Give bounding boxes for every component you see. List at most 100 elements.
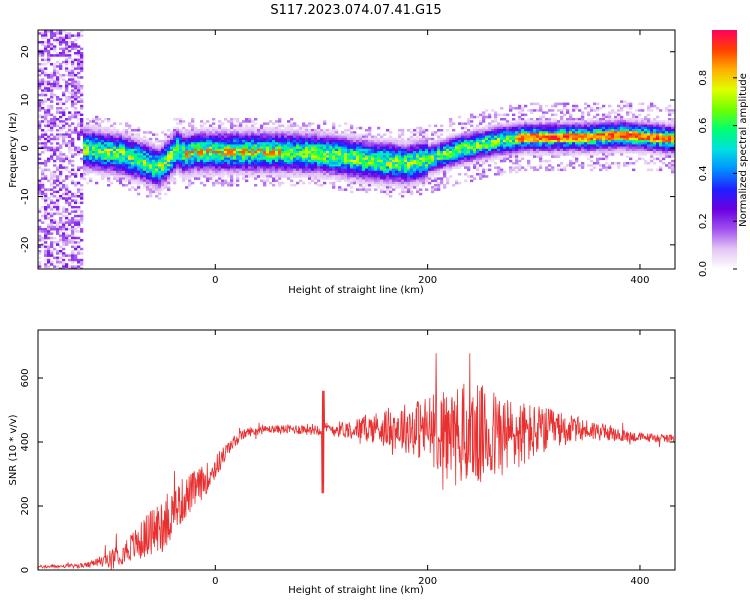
spectrogram-cell bbox=[176, 166, 180, 169]
spectrogram-cell bbox=[80, 221, 84, 224]
spectrogram-cell bbox=[362, 188, 366, 191]
spectrogram-cell bbox=[575, 157, 579, 161]
spectrogram-cell bbox=[68, 54, 72, 57]
spectrogram-cell bbox=[491, 135, 495, 139]
spectrogram-cell bbox=[587, 120, 591, 123]
spectrogram-cell bbox=[38, 153, 42, 156]
spectrogram-cell bbox=[317, 155, 321, 158]
spectrogram-cell bbox=[281, 166, 285, 169]
spectrogram-cell bbox=[263, 137, 267, 141]
spectrogram-cell bbox=[530, 133, 534, 136]
spectrogram-cell bbox=[215, 179, 219, 183]
spectrogram-cell bbox=[80, 258, 84, 262]
spectrogram-cell bbox=[41, 43, 45, 46]
spectrogram-cell bbox=[527, 144, 531, 147]
spectrogram-cell bbox=[263, 166, 267, 169]
spectrogram-cell bbox=[236, 120, 240, 123]
spectrogram-cell bbox=[350, 175, 354, 178]
spectrogram-cell bbox=[317, 175, 321, 178]
spectrogram-cell bbox=[464, 122, 468, 125]
spectrogram-cell bbox=[344, 129, 348, 132]
spectrogram-cell bbox=[410, 166, 414, 169]
spectrogram-cell bbox=[50, 122, 54, 125]
spectrogram-cell bbox=[332, 166, 336, 169]
spectrogram-cell bbox=[119, 148, 123, 152]
spectrogram-cell bbox=[113, 159, 117, 163]
spectrogram-cell bbox=[80, 122, 84, 125]
spectrogram-cell bbox=[485, 153, 489, 156]
spectrogram-cell bbox=[335, 157, 339, 161]
spectrogram-cell bbox=[158, 186, 162, 189]
spectrogram-cell bbox=[44, 265, 48, 268]
spectrogram-cell bbox=[119, 142, 123, 145]
spectrogram-cell bbox=[275, 126, 279, 130]
spectrogram-cell bbox=[200, 146, 204, 150]
spectrogram-cell bbox=[179, 157, 183, 161]
spectrogram-cell bbox=[425, 181, 429, 185]
spectrogram-cell bbox=[371, 170, 375, 174]
spectrogram-cell bbox=[149, 144, 153, 147]
spectrogram-cell bbox=[302, 155, 306, 158]
spectrogram-cell bbox=[431, 133, 435, 136]
spectrogram-cell bbox=[83, 140, 87, 143]
spectrogram-cell bbox=[125, 164, 129, 167]
spectrogram-cell bbox=[266, 126, 270, 130]
spectrogram-cell bbox=[530, 124, 534, 128]
spectrogram-cell bbox=[134, 175, 138, 178]
spectrogram-cell bbox=[233, 124, 237, 128]
spectrogram-cell bbox=[206, 164, 210, 167]
spectrogram-cell bbox=[470, 133, 474, 136]
spectrogram-cell bbox=[74, 131, 78, 134]
spectrogram-cell bbox=[203, 133, 207, 136]
spectrogram-cell bbox=[122, 173, 126, 176]
spectrogram-cell bbox=[452, 144, 456, 147]
spectrogram-cell bbox=[200, 166, 204, 169]
spectrogram-cell bbox=[473, 144, 477, 147]
spectrogram-cell bbox=[338, 168, 342, 172]
spectrogram-cell bbox=[569, 113, 573, 117]
spectrogram-cell bbox=[56, 96, 60, 99]
spectrogram-cell bbox=[167, 144, 171, 147]
spectrogram-cell bbox=[407, 148, 411, 152]
spectrogram-cell bbox=[581, 122, 585, 125]
spectrogram-cell bbox=[242, 168, 246, 172]
spectrogram-cell bbox=[191, 159, 195, 163]
spectrogram-cell bbox=[578, 140, 582, 143]
spectrogram-cell bbox=[203, 144, 207, 147]
spectrogram-cell bbox=[113, 142, 117, 145]
spectrogram-cell bbox=[236, 173, 240, 176]
spectrogram-cell bbox=[158, 140, 162, 143]
spectrogram-cell bbox=[200, 124, 204, 128]
spectrogram-cell bbox=[521, 148, 525, 152]
spectrogram-cell bbox=[524, 126, 528, 130]
spectrogram-cell bbox=[197, 133, 201, 136]
spectrogram-cell bbox=[239, 164, 243, 167]
spectrogram-cell bbox=[251, 131, 255, 134]
spectrogram-cell bbox=[389, 151, 393, 154]
spectrogram-cell bbox=[356, 162, 360, 165]
spectrogram-cell bbox=[101, 129, 105, 132]
spectrogram-cell bbox=[269, 162, 273, 165]
spectrogram-cell bbox=[566, 126, 570, 130]
spectrogram-cell bbox=[176, 159, 180, 163]
spectrogram-cell bbox=[461, 146, 465, 150]
spectrogram-cell bbox=[74, 258, 78, 262]
spectrogram-cell bbox=[392, 140, 396, 143]
spectrogram-cell bbox=[119, 122, 123, 125]
spectrogram-cell bbox=[452, 129, 456, 132]
spectrogram-cell bbox=[95, 126, 99, 130]
spectrogram-cell bbox=[392, 151, 396, 154]
spectrogram-cell bbox=[239, 168, 243, 172]
spectrogram-cell bbox=[497, 137, 501, 141]
spectrogram-cell bbox=[164, 184, 168, 187]
spectrogram-cell bbox=[122, 164, 126, 167]
spectrogram-cell bbox=[281, 146, 285, 150]
spectrogram-cell bbox=[221, 151, 225, 154]
spectrogram-cell bbox=[59, 111, 63, 114]
spectrogram-cell bbox=[530, 148, 534, 152]
spectrogram-cell bbox=[434, 146, 438, 150]
spectrogram-cell bbox=[155, 144, 159, 147]
spectrogram-cell bbox=[572, 104, 576, 108]
spectrogram-cell bbox=[155, 146, 159, 150]
spectrogram-cell bbox=[500, 135, 504, 139]
